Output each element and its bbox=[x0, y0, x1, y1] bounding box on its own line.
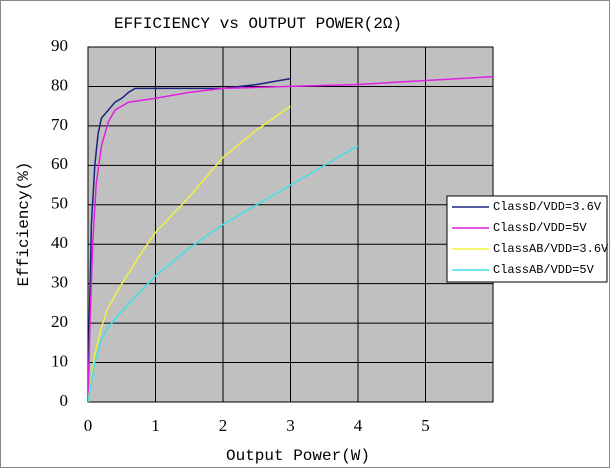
legend-label: ClassAB/VDD=5V bbox=[493, 263, 595, 277]
legend-label: ClassAB/VDD=3.6V bbox=[493, 242, 609, 256]
y-axis-label: Efficiency(%) bbox=[15, 162, 33, 287]
y-tick-label: 0 bbox=[60, 391, 69, 410]
series-line bbox=[88, 75, 493, 402]
x-axis-label: Output Power(W) bbox=[226, 447, 370, 465]
y-tick-label: 10 bbox=[51, 351, 68, 370]
x-tick-label: 2 bbox=[219, 416, 228, 435]
y-tick-label: 80 bbox=[51, 75, 68, 94]
series-line bbox=[88, 77, 291, 402]
series-line bbox=[88, 105, 291, 402]
y-tick-label: 50 bbox=[51, 194, 68, 213]
legend-box bbox=[446, 195, 608, 283]
y-tick-label: 40 bbox=[51, 233, 68, 252]
x-tick-label: 1 bbox=[151, 416, 160, 435]
legend-label: ClassD/VDD=3.6V bbox=[493, 200, 602, 214]
x-tick-label: 5 bbox=[421, 416, 430, 435]
y-tick-label: 20 bbox=[51, 312, 68, 331]
x-tick-label: 4 bbox=[354, 416, 363, 435]
y-tick-label: 60 bbox=[51, 154, 68, 173]
legend-label: ClassD/VDD=5V bbox=[493, 221, 587, 235]
x-tick-label: 0 bbox=[84, 416, 93, 435]
series-line bbox=[88, 144, 359, 402]
x-tick-label: 3 bbox=[286, 416, 295, 435]
chart-title: EFFICIENCY vs OUTPUT POWER(2Ω) bbox=[114, 15, 402, 33]
y-tick-label: 70 bbox=[51, 115, 68, 134]
y-tick-label: 30 bbox=[51, 273, 68, 292]
y-tick-label: 90 bbox=[51, 36, 68, 55]
